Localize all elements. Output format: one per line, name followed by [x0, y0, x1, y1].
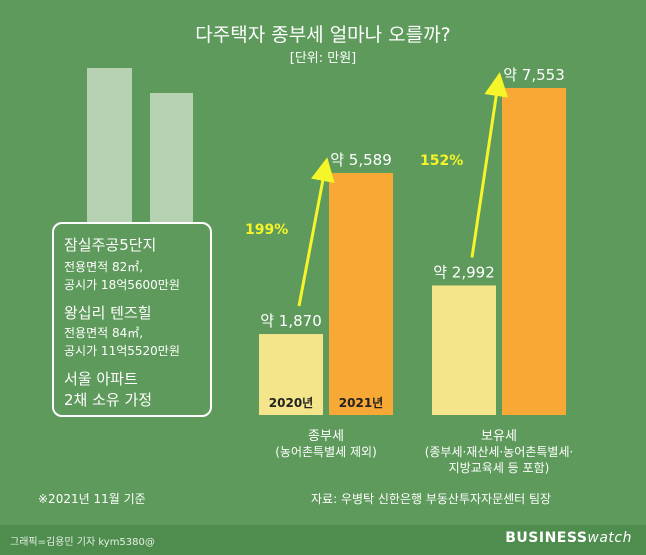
bar-2021년-group-1 [329, 173, 393, 415]
building-silhouette-left [87, 68, 132, 223]
apt2-area: 전용면적 84㎡, [64, 326, 144, 340]
footer-bar [0, 525, 646, 555]
bar-2020년-group-1 [259, 334, 323, 415]
brand-bold: BUSINESS [505, 530, 588, 546]
unit-label: [단위: 만원] [289, 51, 357, 66]
category-sublabel2-group-2: 지방교육세 등 포함) [449, 461, 550, 475]
value-label-2020년-group-2: 약 2,992 [433, 263, 495, 281]
apt1-area: 전용면적 82㎡, [64, 260, 144, 274]
year-label-2020년: 2020년 [269, 396, 313, 410]
growth-label-group-1: 199% [245, 222, 288, 238]
assumption-line-2: 2채 소유 가정 [64, 391, 153, 409]
assumption-line-1: 서울 아파트 [64, 370, 138, 388]
value-label-2021년-group-1: 약 5,589 [330, 151, 392, 169]
brand-light: watch [587, 530, 632, 546]
year-label-2021년: 2021년 [339, 396, 383, 410]
category-label-group-1: 종부세 [308, 429, 344, 444]
source-note: 자료: 우병탁 신한은행 부동산투자자문센터 팀장 [311, 492, 552, 506]
brand-logo: BUSINESSwatch [505, 530, 632, 546]
growth-arrow-group-1 [297, 157, 335, 307]
bar-2021년-group-2 [502, 88, 566, 415]
category-sublabel-group-2: (종부세·재산세·농어촌특별세· [425, 445, 574, 459]
apt1-name: 잠실주공5단지 [64, 236, 157, 254]
building-silhouette-right [150, 93, 193, 223]
value-label-2021년-group-2: 약 7,553 [503, 66, 565, 84]
apt2-price: 공시가 11억5520만원 [64, 344, 180, 358]
value-label-2020년-group-1: 약 1,870 [260, 312, 322, 330]
growth-label-group-2: 152% [420, 153, 463, 169]
graphic-credit: 그래픽=김용민 기자 kym5380@ [10, 537, 155, 548]
apt2-name: 왕십리 텐즈힐 [64, 304, 152, 322]
info-box: 잠실주공5단지 전용면적 82㎡, 공시가 18억5600만원 왕십리 텐즈힐 … [52, 222, 212, 417]
apt1-price: 공시가 18억5600만원 [64, 278, 180, 292]
date-note: ※2021년 11월 기준 [38, 492, 146, 506]
category-label-group-2: 보유세 [481, 429, 517, 444]
growth-arrow-group-2 [470, 72, 509, 258]
category-sublabel-group-1: (농어촌특별세 제외) [275, 445, 377, 459]
page-title: 다주택자 종부세 얼마나 오를까? [195, 24, 451, 46]
bar-2020년-group-2 [432, 285, 496, 415]
